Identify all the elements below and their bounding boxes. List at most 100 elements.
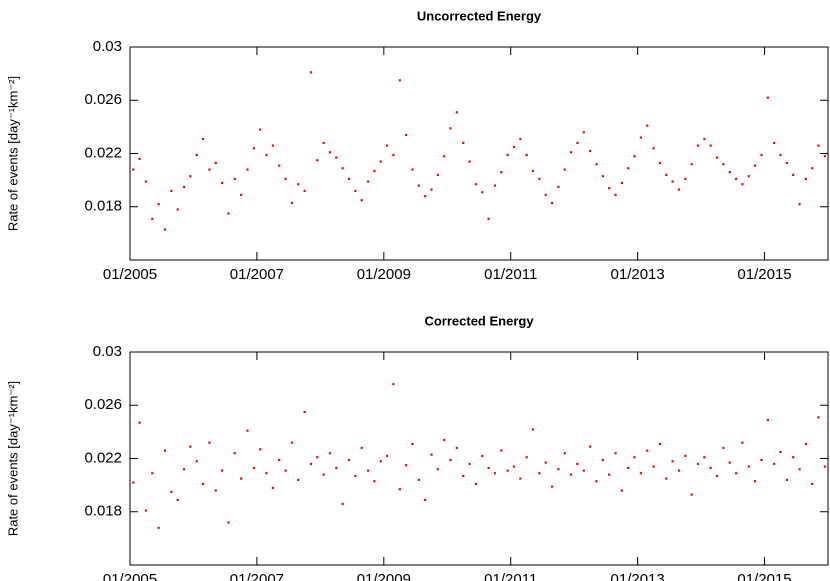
point	[601, 175, 604, 178]
point	[728, 461, 731, 464]
point	[481, 454, 484, 458]
point	[430, 453, 433, 456]
point	[246, 168, 249, 171]
x-tick-label: 01/2007	[230, 266, 284, 283]
point	[773, 141, 776, 145]
point	[189, 445, 192, 448]
point	[335, 466, 338, 470]
y-tick-label: 0.022	[84, 144, 122, 161]
point	[766, 418, 769, 422]
point	[633, 155, 636, 158]
point	[741, 183, 744, 186]
point	[392, 382, 395, 386]
point	[411, 442, 414, 446]
point	[531, 169, 535, 173]
point	[582, 131, 585, 134]
chart-title: Uncorrected Energy	[417, 8, 542, 23]
point	[360, 446, 363, 450]
point	[233, 177, 236, 180]
point	[240, 193, 243, 196]
point	[550, 201, 554, 204]
point	[576, 462, 579, 466]
point	[639, 136, 643, 139]
point	[214, 161, 217, 165]
point	[316, 159, 319, 162]
point	[468, 160, 471, 163]
point	[341, 167, 344, 170]
point	[360, 199, 363, 202]
point	[347, 177, 351, 180]
point	[328, 151, 332, 154]
point	[417, 478, 420, 481]
point	[246, 429, 249, 432]
point	[677, 469, 681, 472]
point	[392, 153, 395, 157]
point	[823, 465, 827, 468]
y-tick-label: 0.018	[84, 503, 122, 520]
x-tick-label: 01/2015	[737, 571, 791, 581]
point	[570, 473, 573, 476]
point	[335, 156, 338, 159]
point	[195, 460, 198, 463]
point	[811, 167, 814, 170]
point	[760, 458, 763, 462]
y-axis-label: Rate of events [day⁻¹km⁻²]	[5, 381, 20, 536]
point	[684, 177, 687, 180]
point	[646, 124, 649, 127]
point	[443, 155, 446, 158]
point	[405, 133, 408, 137]
point	[544, 193, 547, 196]
point	[538, 177, 541, 180]
point	[170, 490, 173, 493]
point	[696, 144, 700, 147]
point	[690, 493, 693, 496]
point	[163, 449, 167, 452]
point	[709, 144, 712, 147]
point	[259, 448, 262, 451]
x-tick-label: 01/2007	[230, 571, 284, 581]
point	[341, 502, 344, 505]
point	[500, 171, 503, 174]
point	[519, 137, 522, 141]
point	[163, 228, 167, 231]
point	[417, 184, 420, 187]
point	[779, 153, 782, 157]
point	[620, 489, 623, 492]
point	[595, 163, 598, 166]
point	[284, 177, 287, 180]
point	[240, 477, 243, 480]
point	[252, 147, 255, 150]
point	[290, 441, 294, 444]
point	[563, 452, 566, 455]
point	[722, 446, 725, 450]
point	[144, 509, 148, 512]
x-tick-label: 01/2005	[103, 266, 157, 283]
point	[665, 173, 668, 176]
point	[290, 201, 294, 204]
point	[531, 428, 535, 431]
point	[627, 167, 630, 170]
point	[766, 96, 769, 99]
point	[658, 442, 662, 446]
point	[512, 145, 516, 149]
point	[563, 168, 566, 171]
point	[715, 474, 719, 478]
point	[684, 454, 687, 458]
point	[271, 144, 274, 147]
point	[633, 456, 636, 459]
point	[385, 454, 389, 458]
point	[398, 79, 401, 82]
point	[233, 452, 236, 455]
point	[715, 156, 719, 159]
point	[595, 480, 598, 483]
point	[354, 474, 357, 478]
point	[506, 469, 509, 472]
point	[582, 469, 585, 472]
point	[500, 449, 503, 452]
point	[608, 187, 611, 190]
point	[798, 203, 801, 206]
point	[557, 468, 560, 471]
point	[665, 477, 668, 480]
point	[677, 188, 681, 191]
